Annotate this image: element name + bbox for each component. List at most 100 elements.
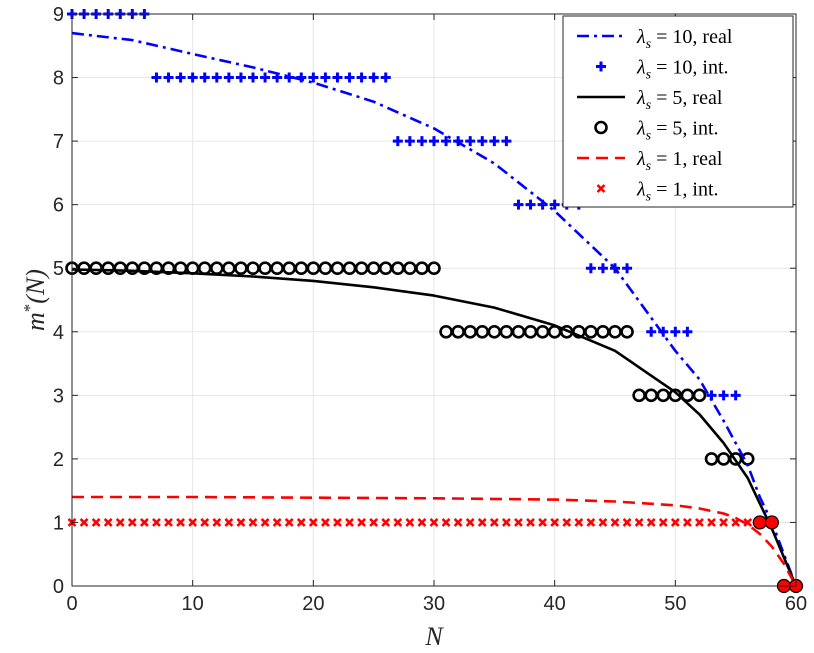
data-point	[248, 518, 258, 527]
data-point	[574, 518, 584, 527]
data-point	[139, 518, 149, 527]
legend: λs = 10, real λs = 10, int. λs = 5, real λs…	[562, 15, 794, 208]
data-point	[538, 518, 548, 527]
data-point	[501, 518, 511, 527]
data-point	[260, 518, 270, 527]
data-point	[79, 518, 89, 527]
series-line	[72, 495, 798, 587]
y-tick-label: 1	[53, 512, 64, 534]
data-point	[453, 518, 463, 527]
data-point	[695, 518, 704, 527]
data-point	[670, 518, 680, 527]
data-point	[562, 518, 572, 527]
legend-box	[562, 15, 794, 208]
legend-entry: λs = 5, real	[577, 87, 723, 113]
y-axis-label: m*(N)	[20, 269, 50, 331]
data-point	[719, 518, 729, 527]
data-point	[441, 136, 452, 147]
data-point	[103, 518, 113, 527]
data-point	[417, 518, 427, 527]
data-point	[356, 72, 367, 83]
series-line	[71, 268, 798, 587]
data-point	[296, 518, 306, 527]
data-point	[622, 518, 632, 527]
y-tick-label: 6	[53, 195, 64, 217]
x-tick-label: 40	[544, 593, 566, 615]
data-point	[586, 518, 596, 527]
legend-entry: λs = 10, real	[577, 26, 733, 52]
data-point	[477, 518, 487, 527]
data-point	[707, 518, 716, 527]
x-tick-label: 20	[302, 593, 324, 615]
data-point	[427, 261, 441, 276]
data-point	[127, 518, 137, 527]
data-point	[284, 518, 294, 527]
data-point	[682, 326, 693, 337]
data-point	[477, 136, 488, 147]
data-point	[392, 136, 403, 147]
data-point	[598, 518, 608, 527]
data-point	[743, 518, 753, 527]
y-tick-label: 5	[53, 258, 64, 280]
y-tick-label: 7	[53, 131, 64, 153]
data-point	[320, 72, 331, 83]
data-point	[235, 72, 246, 83]
data-point	[393, 518, 403, 527]
data-point	[730, 390, 741, 401]
data-point	[332, 72, 343, 83]
legend-marker-sample	[594, 120, 608, 135]
data-point	[646, 326, 657, 337]
data-point	[465, 136, 476, 147]
legend-label: λs = 10, real	[636, 26, 733, 52]
data-point	[429, 136, 439, 147]
legend-entry: λs = 1, int.	[596, 179, 719, 205]
data-point	[357, 518, 367, 527]
legend-entry: λs = 5, int.	[594, 118, 719, 144]
data-point	[380, 72, 391, 83]
data-point	[223, 72, 234, 83]
series-line	[71, 31, 798, 587]
x-tick-label: 60	[785, 593, 807, 615]
series-markers-5	[67, 518, 753, 527]
data-point	[152, 518, 161, 527]
y-tick-label: 8	[53, 68, 64, 90]
data-point	[501, 136, 512, 147]
data-point	[272, 518, 282, 527]
data-point	[200, 518, 210, 527]
data-point	[670, 326, 681, 337]
legend-label: λs = 10, int.	[636, 57, 729, 83]
data-point	[163, 72, 174, 83]
data-point	[308, 518, 318, 527]
data-point	[525, 199, 536, 210]
y-tick-label: 3	[53, 385, 64, 407]
legend-marker-sample	[596, 61, 606, 72]
data-point	[381, 518, 391, 527]
data-point	[429, 518, 439, 527]
data-point	[404, 136, 415, 147]
data-point	[151, 72, 162, 83]
x-tick-label: 10	[182, 593, 204, 615]
y-tick-label: 0	[53, 576, 64, 598]
legend-label: λs = 1, real	[636, 148, 723, 174]
x-tick-label: 0	[66, 593, 77, 615]
data-point	[91, 518, 101, 527]
data-point	[187, 72, 198, 83]
data-point	[224, 518, 234, 527]
data-point	[175, 72, 186, 83]
data-point	[368, 72, 379, 83]
series-line-2	[71, 268, 798, 587]
data-point	[333, 518, 342, 527]
data-point	[489, 136, 500, 147]
x-axis-label: N	[424, 622, 444, 651]
data-point	[188, 518, 198, 527]
series-markers-1	[67, 9, 741, 401]
data-point	[211, 72, 222, 83]
legend-entry: λs = 10, int.	[596, 57, 729, 83]
series-line-0	[71, 31, 798, 587]
data-point	[416, 136, 427, 147]
data-point	[692, 388, 707, 403]
data-point	[465, 518, 475, 527]
data-point	[115, 518, 125, 527]
data-point	[634, 518, 644, 527]
legend-label: λs = 1, int.	[636, 179, 719, 205]
